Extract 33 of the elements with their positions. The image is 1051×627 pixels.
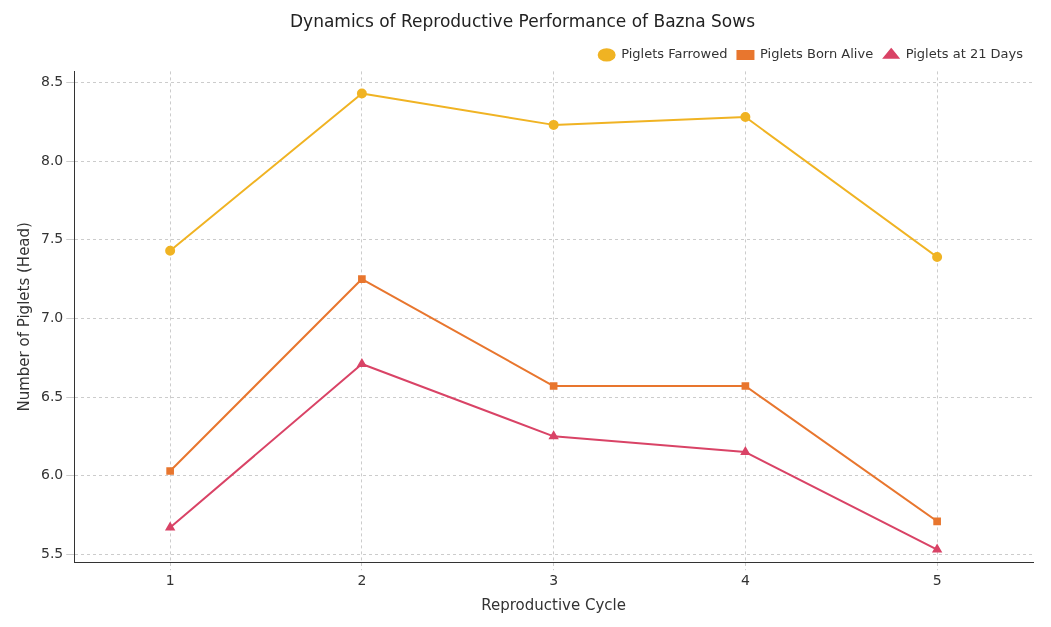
point — [740, 112, 751, 123]
chart-title: Dynamics of Reproductive Performance of Bazna Sows — [289, 10, 756, 31]
point — [357, 358, 367, 367]
y-tick-label: 7.0 — [41, 309, 64, 326]
legend-label: Piglets Farrowed — [621, 46, 728, 62]
x-tick-label: 2 — [357, 572, 367, 589]
y-tick-label: 8.5 — [41, 73, 64, 90]
point — [548, 119, 559, 130]
legend-label: Piglets Born Alive — [759, 46, 874, 62]
point — [549, 431, 559, 440]
y-tick-label: 7.5 — [41, 230, 64, 247]
x-tick-label: 4 — [740, 572, 750, 589]
point — [165, 522, 175, 531]
y-tick-label: 5.5 — [41, 544, 64, 561]
y-tick-label: 6.5 — [41, 387, 64, 404]
x-tick-label: 3 — [549, 572, 559, 589]
point — [932, 544, 942, 553]
y-axis-title: Number of Piglets (Head) — [14, 222, 33, 412]
point — [358, 275, 366, 283]
x-axis-title: Reproductive Cycle — [481, 595, 626, 614]
point — [932, 252, 943, 263]
point — [740, 447, 750, 456]
y-tick-label: 6.0 — [41, 466, 64, 483]
point — [741, 382, 750, 390]
point — [165, 245, 176, 256]
y-tick-label: 8.0 — [41, 151, 64, 168]
point — [933, 517, 941, 526]
x-tick-label: 1 — [165, 572, 175, 589]
legend-label: Piglets at 21 Days — [905, 46, 1024, 62]
point — [356, 88, 367, 99]
x-tick-label: 5 — [932, 572, 942, 589]
point — [549, 382, 558, 390]
point — [166, 467, 174, 475]
